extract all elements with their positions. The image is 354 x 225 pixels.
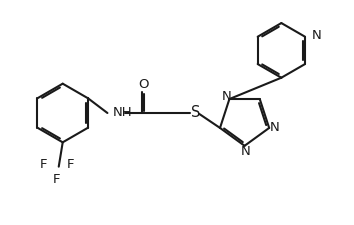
Text: S: S: [191, 105, 200, 120]
Text: F: F: [53, 173, 61, 186]
Text: N: N: [241, 145, 250, 158]
Text: F: F: [40, 158, 47, 171]
Text: N: N: [222, 90, 231, 103]
Text: F: F: [67, 158, 74, 171]
Text: NH: NH: [113, 106, 132, 119]
Text: N: N: [312, 29, 321, 42]
Text: N: N: [270, 121, 280, 134]
Text: O: O: [138, 78, 148, 91]
